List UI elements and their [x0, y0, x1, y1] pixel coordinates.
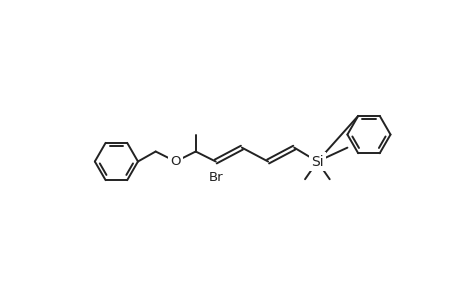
- Text: Br: Br: [208, 171, 223, 184]
- Text: Si: Si: [310, 154, 323, 169]
- Text: O: O: [170, 155, 180, 168]
